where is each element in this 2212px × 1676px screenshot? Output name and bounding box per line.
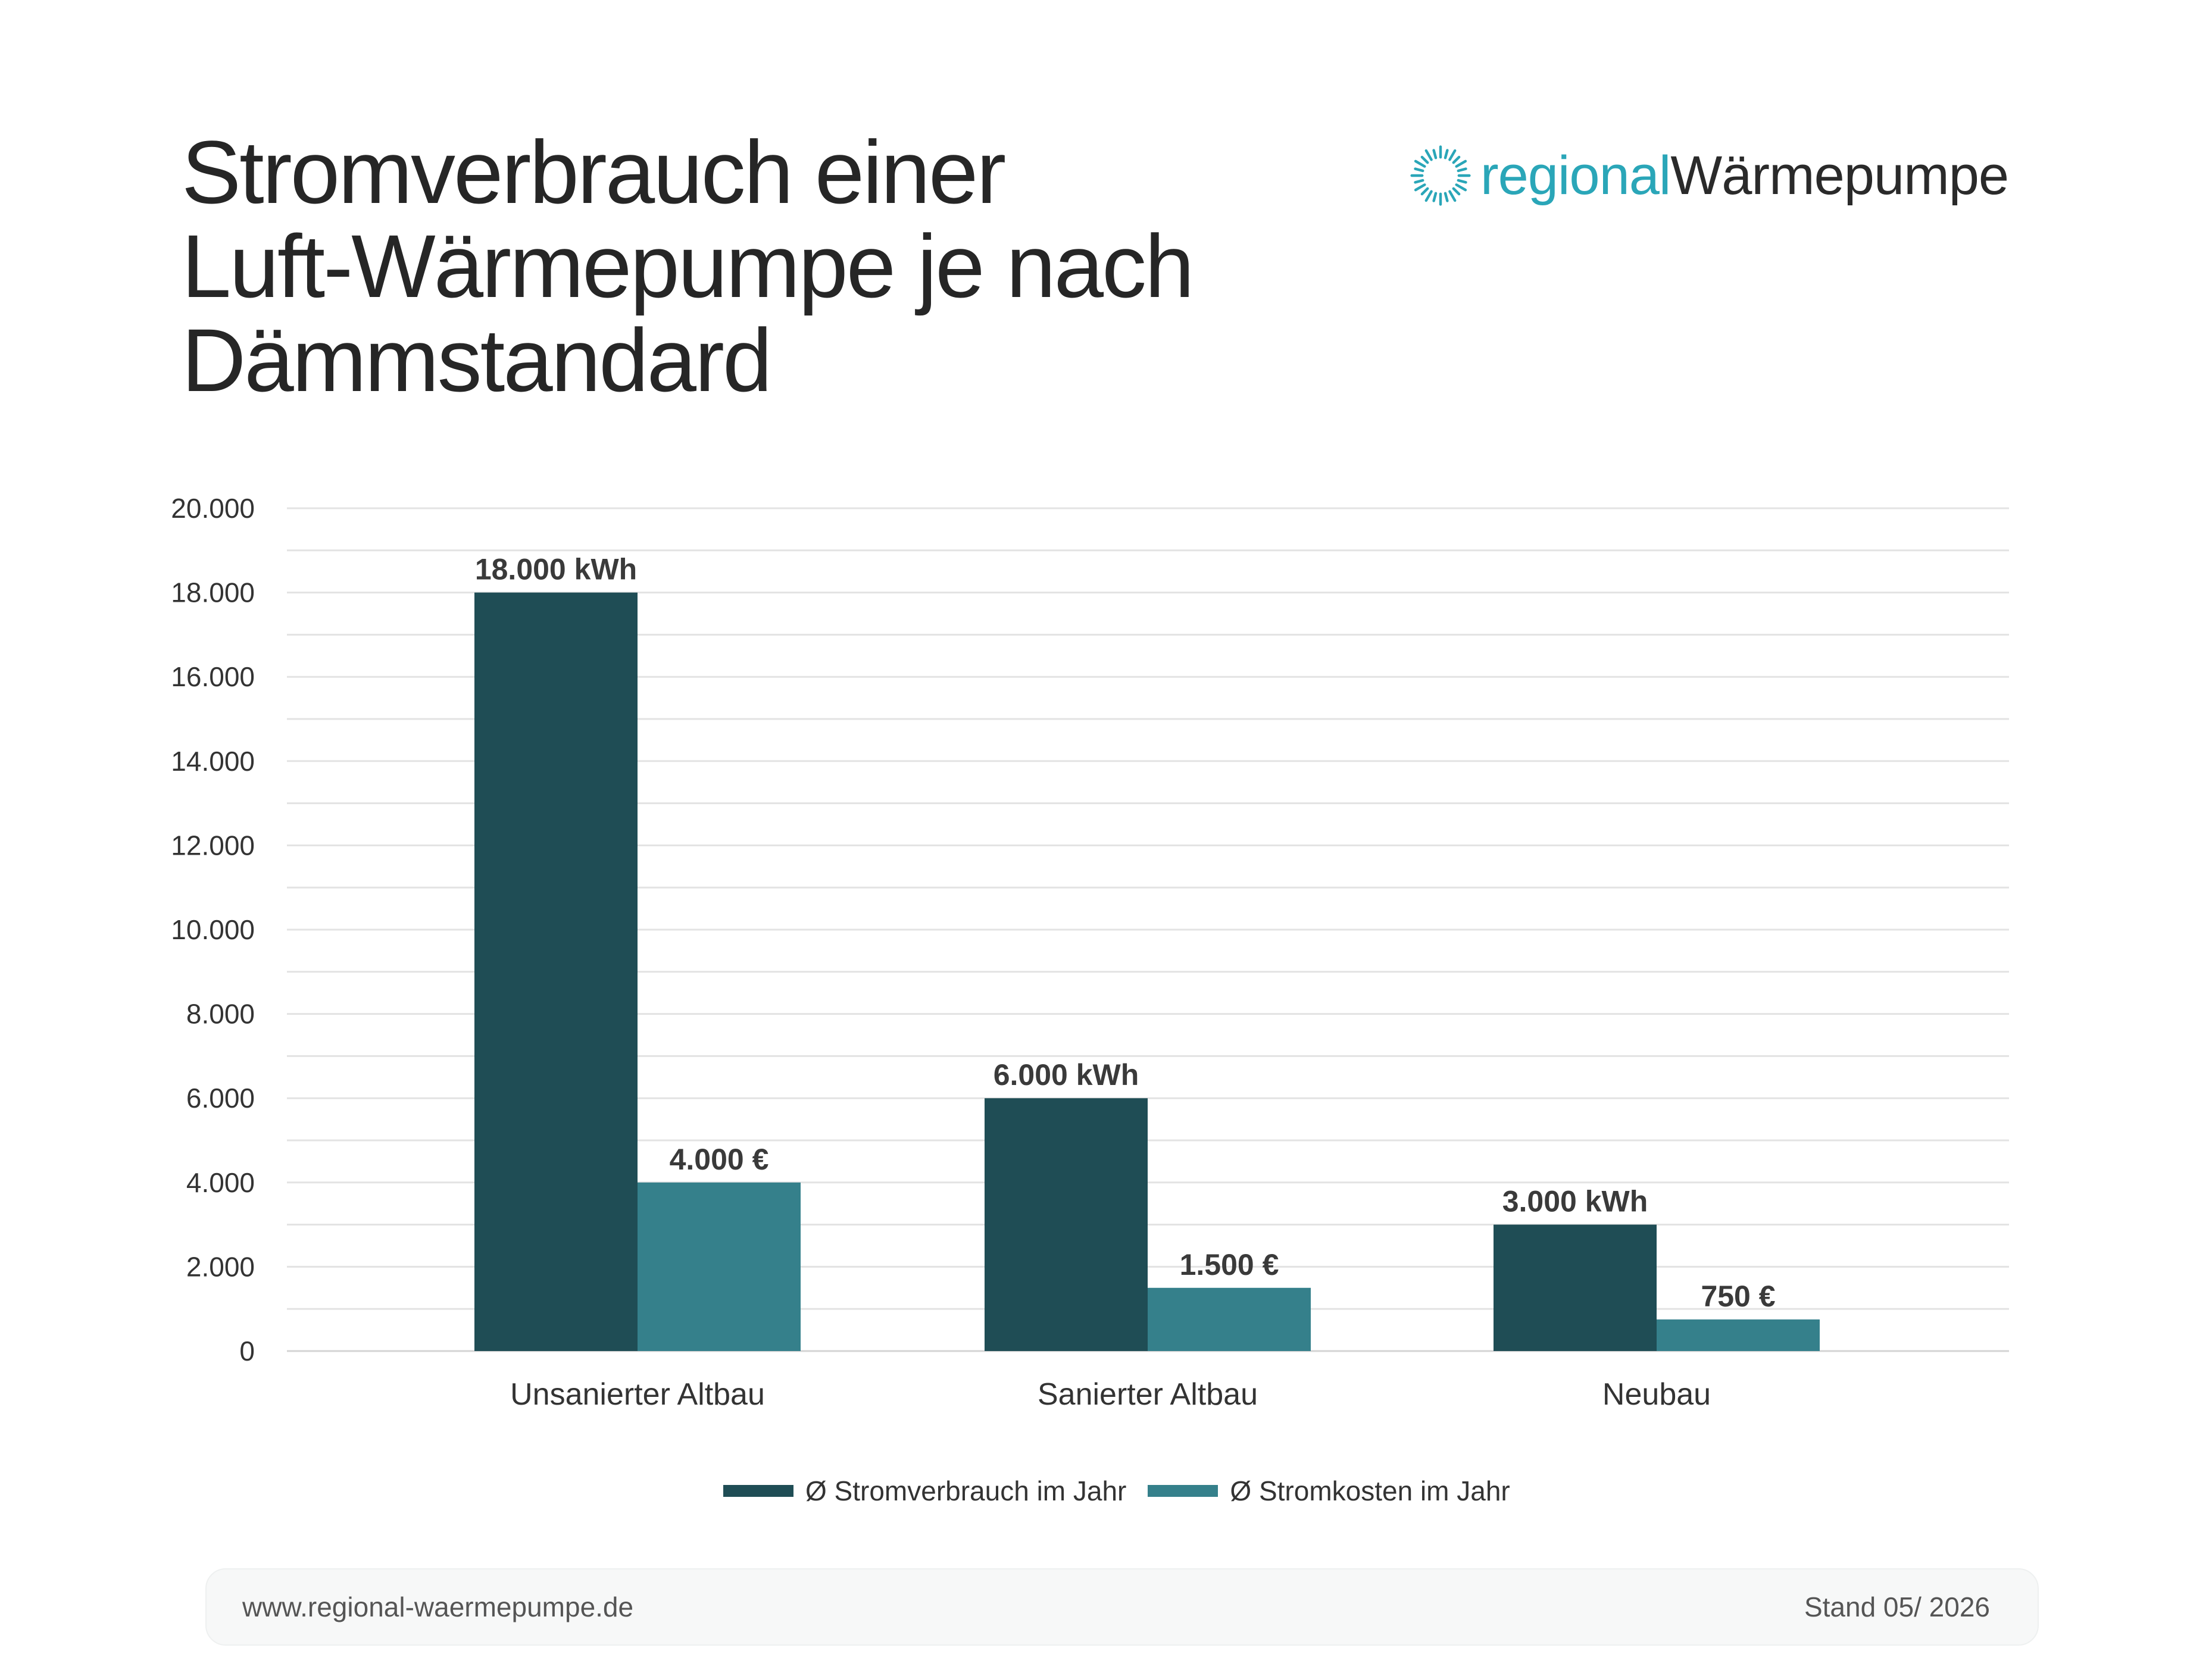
logo-ray: [1444, 149, 1449, 160]
logo-ray: [1424, 149, 1433, 161]
logo-text-waermepumpe: Wärmepumpe: [1670, 145, 2009, 206]
x-tick-label-unsanierter-altbau: Unsanierter Altbau: [510, 1377, 765, 1412]
y-tick-label: 8.000: [186, 999, 255, 1030]
logo-ray: [1414, 167, 1424, 173]
legend-label-stromkosten: Ø Stromkosten im Jahr: [1230, 1475, 1510, 1506]
bar-stromkosten-sanierter-altbau: [1148, 1287, 1311, 1351]
logo-ray: [1432, 149, 1438, 160]
bar-stromverbrauch-neubau: [1494, 1224, 1657, 1351]
data-label: 3.000 kWh: [1502, 1185, 1648, 1218]
footer-url: www.regional-waermepumpe.de: [242, 1591, 634, 1622]
logo-ray: [1424, 190, 1433, 202]
bar-chart: 0 2.000 4.000 6.000 8.000 10.000 12.000 14.000 1…: [171, 493, 2009, 1412]
chart-title-line-2: Luft-Wärmepumpe je nach: [182, 216, 1194, 316]
chart-legend: Ø Stromverbrauch im Jahr Ø Stromkosten i…: [723, 1470, 1532, 1512]
y-tick-label: 18.000: [171, 577, 255, 608]
logo-ray: [1420, 187, 1429, 196]
data-label: 6.000 kWh: [993, 1058, 1139, 1092]
logo-text-regional: regional: [1480, 145, 1671, 206]
bar-stromverbrauch-unsanierter-altbau: [474, 592, 638, 1351]
y-tick-label: 2.000: [186, 1251, 255, 1282]
logo-ray: [1448, 149, 1457, 161]
data-label: 4.000 €: [670, 1143, 769, 1176]
brand-logo: regionalWärmepumpe: [1408, 137, 2009, 214]
y-tick-label: 6.000: [186, 1083, 255, 1114]
x-tick-label-neubau: Neubau: [1602, 1377, 1711, 1412]
legend-swatch-stromkosten: [1148, 1485, 1219, 1497]
legend-item-stromverbrauch: Ø Stromverbrauch im Jahr: [723, 1475, 1126, 1507]
footer-stand: Stand 05/ 2026: [1804, 1591, 1990, 1622]
legend-item-stromkosten: Ø Stromkosten im Jahr: [1148, 1475, 1510, 1507]
logo-ray: [1414, 183, 1426, 192]
bar-stromkosten-neubau: [1657, 1319, 1820, 1351]
logo-ray: [1420, 155, 1429, 164]
sunburst-logo-icon: [1410, 145, 1471, 206]
y-tick-label: 14.000: [171, 746, 255, 777]
y-tick-label: 16.000: [171, 661, 255, 692]
logo-ray: [1414, 179, 1424, 184]
x-tick-label-sanierter-altbau: Sanierter Altbau: [1038, 1377, 1258, 1412]
logo-ray: [1457, 179, 1467, 184]
logo-ray: [1448, 190, 1457, 202]
logo-ray: [1452, 155, 1461, 164]
legend-label-stromverbrauch: Ø Stromverbrauch im Jahr: [805, 1475, 1127, 1506]
logo-ray: [1457, 167, 1467, 173]
logo-ray: [1455, 160, 1467, 168]
y-tick-label: 4.000: [186, 1167, 255, 1198]
bar-stromkosten-unsanierter-altbau: [638, 1182, 801, 1351]
y-tick-label: 0: [239, 1336, 255, 1367]
footer-bar: www.regional-waermepumpe.de Stand 05/ 20…: [205, 1568, 2039, 1646]
logo-text: regionalWärmepumpe: [1480, 145, 2009, 207]
logo-ray: [1444, 192, 1449, 202]
bar-stromverbrauch-sanierter-altbau: [985, 1098, 1148, 1351]
logo-ray: [1455, 183, 1467, 192]
data-label: 750 €: [1701, 1280, 1775, 1313]
logo-ray: [1414, 160, 1426, 168]
chart-title-line-1: Stromverbrauch einer: [182, 122, 1006, 222]
chart-title-line-3: Dämmstandard: [182, 310, 772, 410]
chart-title: Stromverbrauch einer Luft-Wärmepumpe je …: [182, 125, 1313, 407]
data-label: 1.500 €: [1180, 1248, 1279, 1281]
y-tick-label: 12.000: [171, 830, 255, 861]
y-tick-label: 10.000: [171, 914, 255, 945]
legend-swatch-stromverbrauch: [723, 1485, 793, 1497]
y-tick-label: 20.000: [171, 493, 255, 524]
logo-ray: [1432, 192, 1438, 202]
logo-ray: [1452, 187, 1461, 196]
data-label: 18.000 kWh: [475, 553, 637, 586]
